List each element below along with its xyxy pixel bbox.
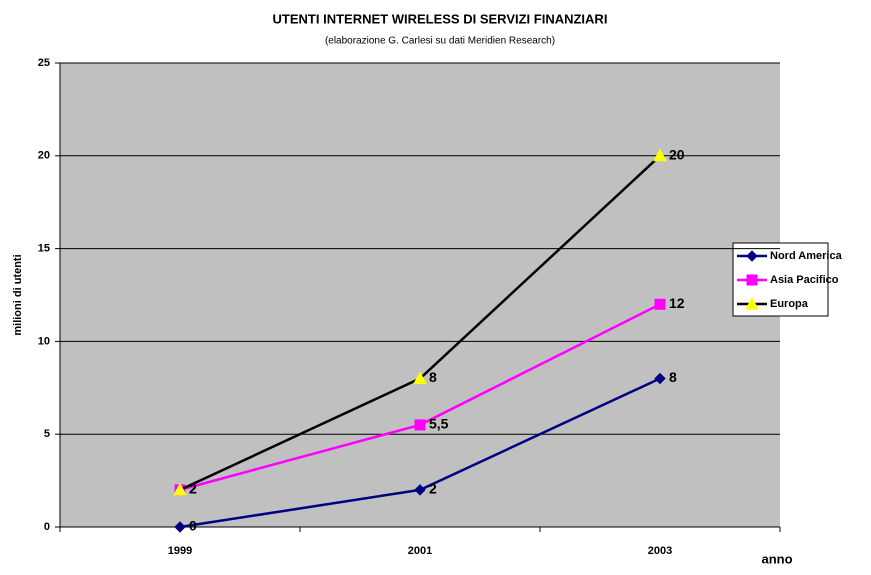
x-tick-label: 1999 xyxy=(168,545,192,557)
x-tick-label: 2001 xyxy=(408,545,432,557)
y-tick-label: 10 xyxy=(38,335,50,347)
y-tick-label: 0 xyxy=(44,521,50,533)
data-point xyxy=(413,371,427,385)
legend-label: Europa xyxy=(770,298,809,310)
legend-label: Nord America xyxy=(770,250,843,262)
legend-marker xyxy=(746,250,758,262)
data-label: 8 xyxy=(429,369,437,385)
data-label: 0 xyxy=(189,518,197,534)
legend-marker xyxy=(745,296,759,310)
data-point xyxy=(173,482,187,496)
data-label: 8 xyxy=(669,369,677,385)
data-label: 2 xyxy=(189,481,197,497)
data-point xyxy=(654,298,666,310)
x-axis-label: anno xyxy=(761,551,792,566)
x-tick-label: 2003 xyxy=(648,545,672,557)
plot-area xyxy=(60,63,780,527)
y-tick-label: 15 xyxy=(38,243,50,255)
data-label: 2 xyxy=(429,481,437,497)
y-tick-label: 25 xyxy=(38,57,50,69)
data-point xyxy=(174,521,186,533)
data-point xyxy=(654,372,666,385)
legend-label: Asia Pacifico xyxy=(770,274,839,286)
data-point xyxy=(414,419,426,431)
legend-marker xyxy=(746,274,758,286)
chart-title: UTENTI INTERNET WIRELESS DI SERVIZI FINA… xyxy=(273,11,608,26)
chart-subtitle: (elaborazione G. Carlesi su dati Meridie… xyxy=(325,36,555,47)
data-label: 2 xyxy=(189,481,197,497)
y-tick-label: 5 xyxy=(44,428,50,440)
data-label: 12 xyxy=(669,295,685,311)
data-label: 20 xyxy=(669,147,685,163)
data-point xyxy=(414,484,426,496)
data-point xyxy=(653,148,667,162)
data-label: 5,5 xyxy=(429,416,449,432)
y-axis-label: milioni di utenti xyxy=(12,254,24,335)
y-tick-label: 20 xyxy=(38,150,50,162)
